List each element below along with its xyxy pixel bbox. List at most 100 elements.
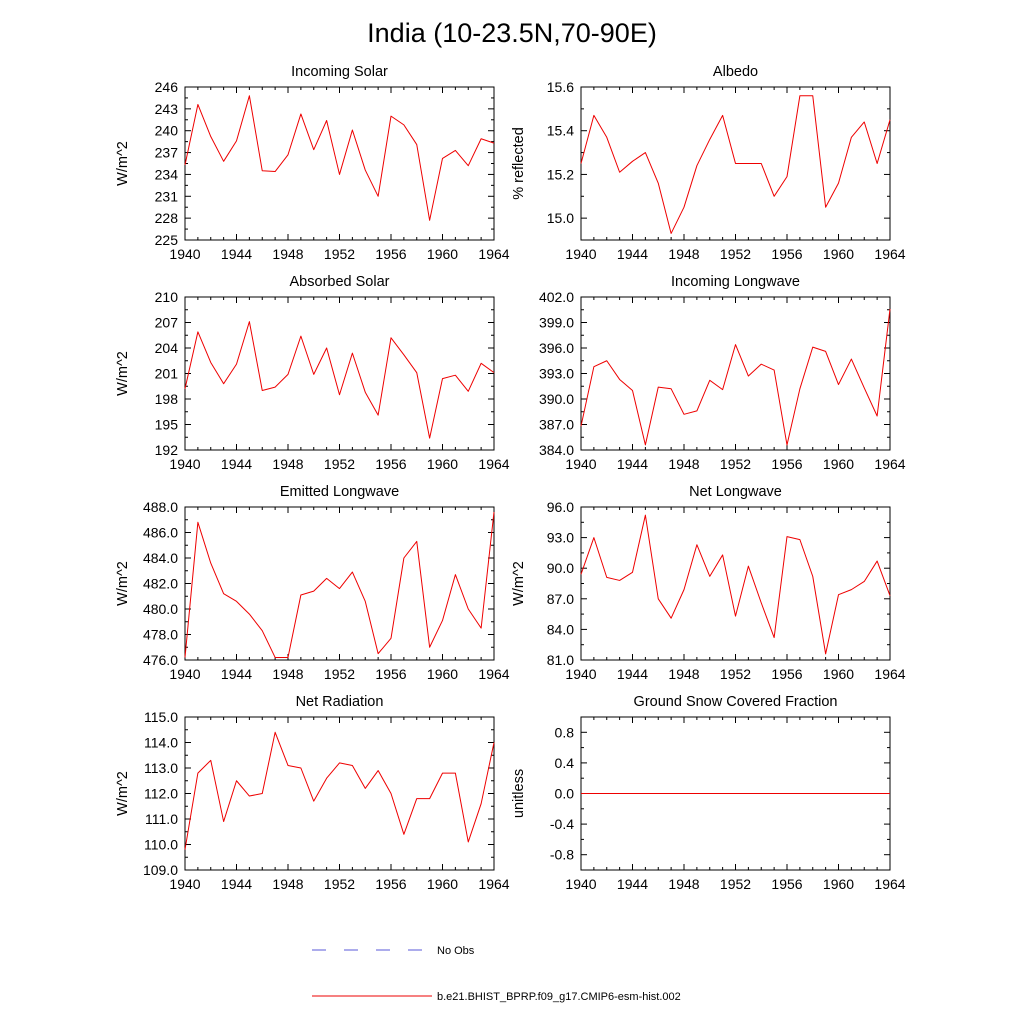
legend: No Obs b.e21.BHIST_BPRP.f09_g17.CMIP6-es…: [312, 945, 681, 1003]
y-tick-label: 115.0: [144, 709, 178, 725]
panel-incoming-longwave: Incoming Longwave 1940 1944 1948 1952 1956 196…: [539, 274, 906, 472]
x-tick-label: 1960: [427, 876, 458, 892]
x-tick-label: 1948: [668, 456, 699, 472]
x-tick-label: 1948: [272, 246, 303, 262]
x-tick-label: 1960: [823, 456, 854, 472]
series-line: [580, 514, 891, 655]
x-tick-label: 1956: [771, 876, 802, 892]
y-tick-label: 240: [155, 123, 179, 139]
plot-frame: [580, 506, 891, 661]
y-tick-label: 112.0: [144, 786, 178, 802]
y-tick-label: 396.0: [539, 340, 574, 356]
y-tick-label: 387.0: [539, 417, 574, 433]
x-tick-label: 1952: [324, 456, 355, 472]
y-tick-label: 201: [155, 366, 179, 382]
x-tick-label: 1940: [565, 456, 596, 472]
y-axis-label: W/m^2: [115, 141, 131, 186]
y-tick-label: 84.0: [547, 621, 574, 637]
y-tick-label: 484.0: [143, 550, 178, 566]
x-tick-label: 1956: [771, 246, 802, 262]
y-tick-label: 384.0: [539, 442, 574, 458]
y-tick-label: 0.0: [555, 786, 575, 802]
plot-frame: [184, 86, 495, 241]
x-tick-label: 1944: [617, 876, 648, 892]
x-tick-label: 1940: [565, 876, 596, 892]
x-tick-label: 1948: [272, 456, 303, 472]
x-tick-label: 1948: [272, 876, 303, 892]
panel-net-longwave: Net Longwave W/m^2 1940 1944 1948 1952 1956 196…: [511, 484, 906, 682]
y-tick-label: 111.0: [145, 811, 178, 827]
x-tick-label: 1952: [324, 246, 355, 262]
x-tick-label: 1940: [169, 246, 200, 262]
series-line: [184, 731, 495, 850]
y-tick-label: 228: [155, 210, 179, 226]
x-tick-label: 1940: [565, 246, 596, 262]
series-line: [184, 95, 495, 221]
y-tick-label: 15.0: [547, 210, 574, 226]
x-tick-label: 1948: [668, 666, 699, 682]
plot-frame: [184, 506, 495, 661]
y-tick-label: 246: [155, 79, 179, 95]
x-tick-label: 1956: [375, 456, 406, 472]
x-tick-label: 1964: [874, 246, 905, 262]
y-tick-label: 192: [155, 442, 179, 458]
x-tick-label: 1964: [478, 456, 509, 472]
legend-model-label: b.e21.BHIST_BPRP.f09_g17.CMIP6-esm-hist.…: [437, 991, 681, 1003]
y-tick-label: 15.4: [547, 123, 574, 139]
y-axis-label: unitless: [511, 769, 527, 818]
y-tick-label: 113.0: [144, 760, 178, 776]
panel-title: Emitted Longwave: [280, 484, 399, 500]
panel-title: Incoming Solar: [291, 64, 388, 80]
figure-title: India (10-23.5N,70-90E): [367, 18, 657, 48]
y-tick-label: 237: [155, 145, 179, 161]
panel-ground-snow-covered-fraction: Ground Snow Covered Fraction unitless 1940…: [511, 694, 906, 892]
y-tick-label: 114.0: [144, 735, 178, 751]
x-tick-label: 1956: [375, 876, 406, 892]
x-tick-label: 1960: [823, 246, 854, 262]
panel-title: Absorbed Solar: [290, 274, 390, 290]
y-tick-label: 0.4: [555, 755, 575, 771]
panel-albedo: Albedo % reflected 1940 1944 1948 1952 1956 196…: [511, 64, 906, 262]
panel-net-radiation: Net Radiation W/m^2 1940 1944 1948 1952 1956 19…: [115, 694, 510, 892]
y-tick-label: 195: [155, 417, 179, 433]
x-tick-label: 1960: [427, 246, 458, 262]
y-tick-label: 204: [155, 340, 179, 356]
panel-title: Incoming Longwave: [671, 274, 800, 290]
y-tick-label: 402.0: [539, 289, 574, 305]
x-tick-label: 1964: [478, 876, 509, 892]
panel-title: Net Radiation: [296, 694, 384, 710]
x-tick-label: 1960: [427, 666, 458, 682]
y-tick-label: 207: [155, 315, 179, 331]
y-tick-label: 96.0: [547, 499, 574, 515]
x-tick-label: 1952: [720, 876, 751, 892]
x-tick-label: 1948: [668, 876, 699, 892]
x-tick-label: 1940: [565, 666, 596, 682]
x-tick-label: 1964: [478, 246, 509, 262]
series-line: [184, 321, 495, 439]
x-tick-label: 1948: [272, 666, 303, 682]
y-tick-label: 243: [155, 101, 179, 117]
x-tick-label: 1952: [720, 666, 751, 682]
x-tick-label: 1952: [324, 876, 355, 892]
y-axis-label: W/m^2: [115, 351, 131, 396]
y-tick-label: 476.0: [143, 652, 178, 668]
x-tick-label: 1956: [375, 666, 406, 682]
x-tick-label: 1940: [169, 456, 200, 472]
x-tick-label: 1964: [874, 456, 905, 472]
y-tick-label: 486.0: [143, 525, 178, 541]
y-tick-label: -0.8: [550, 847, 574, 863]
panel-incoming-solar: Incoming Solar W/m^2 1940 1944 1948 1952 1956 1…: [115, 64, 510, 262]
x-tick-label: 1964: [874, 666, 905, 682]
panel-title: Albedo: [713, 64, 758, 80]
plot-frame: [184, 716, 495, 871]
x-tick-label: 1944: [221, 456, 252, 472]
x-tick-label: 1952: [324, 666, 355, 682]
x-tick-label: 1952: [720, 456, 751, 472]
x-tick-label: 1944: [617, 246, 648, 262]
x-tick-label: 1956: [375, 246, 406, 262]
panel-title: Net Longwave: [689, 484, 782, 500]
x-tick-label: 1960: [823, 876, 854, 892]
x-tick-label: 1960: [427, 456, 458, 472]
y-axis-label: W/m^2: [115, 561, 131, 606]
